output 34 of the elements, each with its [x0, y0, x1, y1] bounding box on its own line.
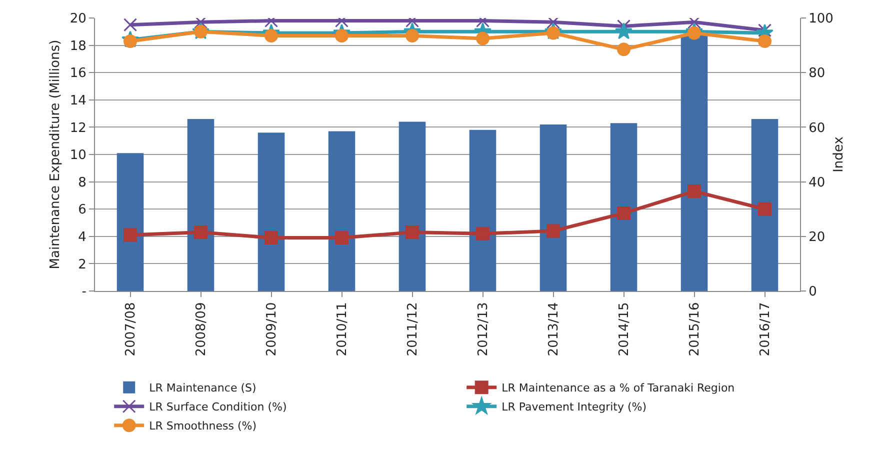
y-tick-label: 10: [70, 148, 86, 164]
x-tick-label: 2008/09: [194, 302, 209, 356]
y2-tick-label: 100: [808, 12, 834, 27]
y2-tick-label: 60: [808, 120, 826, 136]
y-tick-label: 14: [70, 93, 86, 108]
y-tick-label: 4: [78, 230, 86, 245]
y2-tick-label: 20: [808, 230, 826, 245]
x-tick-label: 2015/16: [687, 302, 702, 356]
x-tick-label: 2007/08: [123, 302, 138, 356]
y2-tick-label: 40: [808, 175, 826, 190]
y-tick-label: 20: [70, 12, 86, 27]
y-tick-label: 2: [78, 257, 86, 272]
x-tick-label: 2011/12: [405, 302, 420, 356]
legend-label: LR Surface Condition (%): [149, 400, 287, 414]
y-tick-label: 18: [70, 38, 86, 54]
y-tick-label: 8: [78, 175, 86, 190]
x-tick-label: 2016/17: [758, 302, 773, 356]
x-tick-label: 2009/10: [264, 302, 280, 356]
legend-label: LR Pavement Integrity (%): [502, 400, 647, 414]
y-tick-label: -: [82, 284, 87, 300]
x-tick-label: 2012/13: [476, 302, 491, 356]
y-axis-title: Maintenance Expenditure (Millions): [48, 40, 63, 270]
legend-label: LR Smoothness (%): [149, 420, 257, 433]
y-tick-label: 16: [70, 66, 86, 82]
legend-label: LR Maintenance as a % of Taranaki Region: [502, 382, 735, 395]
y-tick-label: 12: [70, 120, 86, 136]
y2-tick-label: 80: [808, 66, 826, 82]
y-tick-label: 6: [78, 202, 86, 218]
y2-axis-title: Index: [832, 136, 846, 172]
x-tick-label: 2014/15: [616, 302, 632, 356]
x-tick-label: 2013/14: [546, 302, 562, 356]
x-tick-label: 2010/11: [334, 302, 350, 356]
y2-tick-label: 0: [808, 284, 817, 300]
legend-label: LR Maintenance (S): [149, 382, 256, 395]
